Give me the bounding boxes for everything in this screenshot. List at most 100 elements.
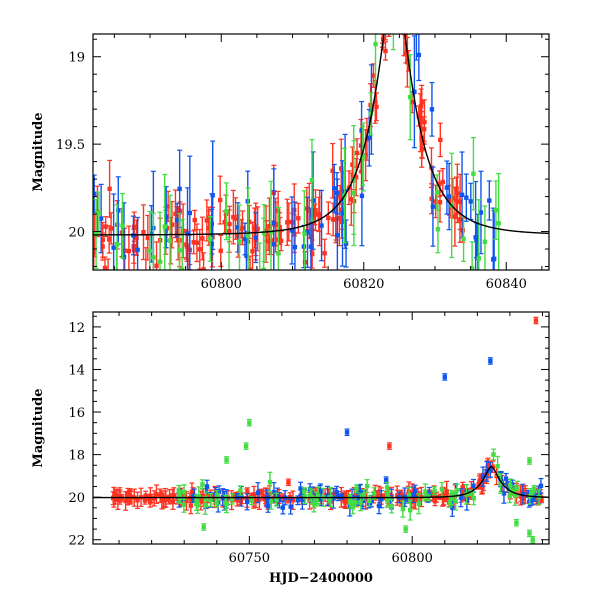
data-point: [132, 224, 137, 229]
data-point: [238, 488, 243, 493]
data-point: [335, 233, 340, 238]
data-point: [429, 196, 434, 201]
data-point: [334, 190, 340, 196]
data-point: [335, 493, 341, 499]
data-point: [384, 485, 390, 490]
data-point: [399, 493, 405, 498]
data-point: [188, 503, 194, 508]
data-point: [107, 186, 112, 192]
data-point: [223, 500, 228, 505]
data-point: [307, 208, 312, 214]
data-point: [200, 482, 205, 487]
data-point: [364, 483, 370, 489]
data-point: [245, 233, 251, 239]
data-point: [286, 497, 291, 503]
data-point: [407, 507, 413, 513]
data-point: [252, 225, 257, 231]
data-point: [250, 249, 255, 254]
data-point: [530, 490, 535, 495]
data-point: [482, 239, 488, 245]
data-point: [409, 99, 415, 105]
data-point: [339, 166, 344, 171]
data-point: [371, 491, 377, 496]
data-point: [503, 476, 509, 481]
data-point: [539, 497, 544, 503]
data-point: [508, 483, 513, 488]
data-point: [304, 206, 309, 211]
data-point: [417, 496, 422, 501]
data-point: [332, 186, 337, 191]
data-point: [141, 230, 146, 235]
data-point: [361, 492, 366, 497]
data-point: [367, 498, 372, 504]
data-point: [180, 267, 185, 270]
data-point: [359, 193, 365, 199]
data-point: [316, 212, 322, 217]
data-point: [149, 231, 154, 237]
data-point: [201, 524, 206, 530]
data-point: [327, 497, 332, 502]
data-point: [299, 493, 304, 498]
data-point: [116, 208, 121, 213]
data-point: [111, 245, 116, 250]
data-point: [162, 224, 167, 229]
data-point: [495, 463, 500, 469]
data-point: [247, 219, 252, 225]
data-point: [295, 498, 300, 503]
data-point: [177, 248, 182, 253]
data-point: [173, 211, 178, 217]
data-point: [459, 192, 465, 198]
data-point: [454, 488, 460, 493]
data-point: [367, 135, 372, 140]
data-point: [267, 224, 272, 229]
data-point: [197, 247, 202, 252]
data-point: [520, 491, 526, 497]
data-point: [444, 185, 450, 190]
data-point: [275, 494, 280, 499]
data-point: [387, 443, 392, 449]
data-point: [108, 226, 114, 231]
data-point: [242, 236, 248, 242]
data-point: [488, 358, 493, 364]
data-point: [416, 501, 421, 506]
data-point: [312, 212, 317, 217]
data-point: [217, 197, 223, 203]
data-point: [142, 498, 148, 503]
data-point: [538, 483, 544, 489]
data-point: [488, 467, 493, 473]
data-point: [322, 492, 328, 498]
data-point: [350, 505, 355, 510]
data-point: [349, 197, 354, 202]
data-point: [344, 430, 350, 435]
data-point: [343, 499, 348, 505]
data-point: [224, 209, 229, 214]
data-point: [115, 497, 121, 503]
data-point: [464, 492, 469, 497]
data-point: [480, 474, 486, 479]
data-point: [416, 52, 422, 58]
data-point: [330, 168, 335, 173]
data-point: [266, 496, 272, 502]
data-point: [255, 490, 261, 495]
data-point: [468, 490, 473, 496]
data-point: [452, 214, 458, 219]
data-point: [339, 494, 344, 499]
data-point: [302, 231, 307, 236]
x-tick-label: 60750: [229, 551, 270, 566]
data-point: [477, 478, 482, 483]
data-point: [194, 500, 199, 506]
plot-frame: [92, 311, 550, 545]
data-point: [453, 499, 458, 504]
data-point: [274, 497, 279, 502]
data-point: [460, 485, 465, 490]
data-point: [330, 217, 336, 222]
data-point: [371, 73, 376, 78]
data-point: [408, 95, 413, 100]
data-point: [169, 222, 175, 227]
data-point: [337, 216, 342, 221]
data-point: [523, 490, 528, 495]
y-tick-label: 14: [68, 363, 85, 378]
data-point: [471, 496, 476, 501]
data-point: [487, 198, 492, 203]
data-point: [530, 537, 535, 542]
